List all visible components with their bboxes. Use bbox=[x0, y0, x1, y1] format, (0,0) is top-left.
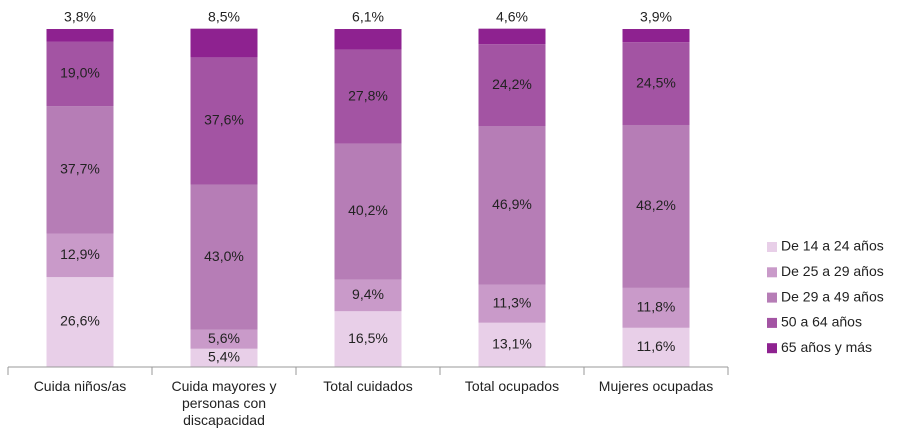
bar-segment bbox=[334, 279, 402, 312]
value-label: 3,9% bbox=[640, 9, 672, 25]
bar-segment bbox=[334, 311, 402, 367]
legend-swatch bbox=[767, 317, 777, 328]
bar-segment bbox=[190, 184, 258, 330]
legend-label: 65 años y más bbox=[781, 339, 872, 355]
value-label: 9,4% bbox=[352, 286, 384, 302]
bar-segment bbox=[478, 28, 546, 45]
bar-segment bbox=[334, 29, 402, 50]
bar-segment bbox=[478, 322, 546, 367]
value-label: 6,1% bbox=[352, 9, 384, 25]
bar-segment bbox=[190, 348, 258, 367]
bar-segment bbox=[190, 57, 258, 185]
bar-segment bbox=[622, 287, 690, 328]
value-label: 48,2% bbox=[636, 197, 676, 213]
bar-segment bbox=[334, 143, 402, 280]
value-label: 11,8% bbox=[637, 299, 676, 315]
legend-label: De 29 a 49 años bbox=[781, 288, 884, 304]
legend-label: De 14 a 24 años bbox=[781, 238, 884, 254]
value-label: 27,8% bbox=[348, 87, 388, 103]
bar-segment bbox=[334, 49, 402, 144]
bar-segment bbox=[478, 44, 546, 127]
bar-segment bbox=[622, 42, 690, 125]
legend-swatch bbox=[767, 267, 777, 278]
x-tick-label: Total ocupados bbox=[464, 378, 560, 394]
bar-segment bbox=[190, 28, 258, 58]
value-label: 11,6% bbox=[637, 338, 676, 354]
value-label: 8,5% bbox=[208, 8, 240, 24]
value-label: 26,6% bbox=[60, 313, 100, 329]
legend-label: 50 a 64 años bbox=[781, 314, 862, 330]
value-label: 5,6% bbox=[208, 330, 240, 346]
bar-segment bbox=[478, 126, 546, 285]
value-label: 24,2% bbox=[492, 76, 532, 92]
bar-segment bbox=[46, 233, 114, 278]
bar-segment bbox=[190, 329, 258, 349]
bar-segment bbox=[46, 277, 114, 367]
value-label: 37,7% bbox=[60, 160, 100, 176]
legend-swatch bbox=[767, 292, 777, 303]
legend-swatch bbox=[767, 343, 777, 354]
bar-segment bbox=[622, 124, 690, 288]
bar-segment bbox=[46, 41, 114, 107]
x-tick-label: Cuida mayores y personas con discapacida… bbox=[171, 378, 277, 428]
bar-segment bbox=[622, 29, 690, 43]
value-label: 4,6% bbox=[496, 8, 528, 24]
value-label: 13,1% bbox=[492, 336, 532, 352]
value-label: 46,9% bbox=[492, 196, 532, 212]
value-label: 19,0% bbox=[60, 65, 100, 81]
x-tick-label: Mujeres ocupadas bbox=[598, 378, 714, 394]
bar-segment bbox=[478, 284, 546, 323]
bar-segment bbox=[622, 327, 690, 367]
value-label: 3,8% bbox=[64, 9, 96, 25]
value-label: 5,4% bbox=[208, 349, 240, 365]
value-label: 40,2% bbox=[348, 202, 388, 218]
x-tick-label: Total cuidados bbox=[323, 378, 413, 394]
value-label: 16,5% bbox=[348, 330, 388, 346]
value-label: 37,6% bbox=[204, 112, 244, 128]
value-label: 24,5% bbox=[636, 74, 676, 90]
value-label: 11,3% bbox=[493, 294, 532, 310]
value-label: 43,0% bbox=[204, 248, 244, 264]
legend-label: De 25 a 29 años bbox=[781, 263, 884, 279]
value-label: 12,9% bbox=[60, 246, 100, 262]
bar-segment bbox=[46, 29, 114, 42]
legend-swatch bbox=[767, 242, 777, 252]
bar-segment bbox=[46, 106, 114, 234]
x-tick-label: Cuida niños/as bbox=[33, 378, 127, 394]
